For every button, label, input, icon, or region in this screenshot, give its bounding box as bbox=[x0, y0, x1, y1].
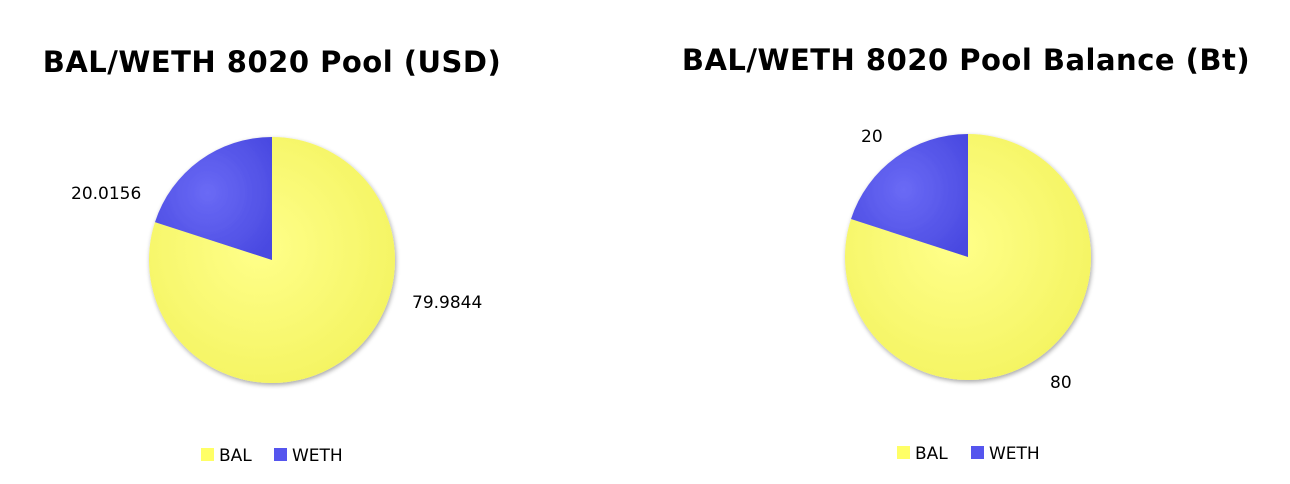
legend-usd: BAL WETH bbox=[201, 446, 343, 466]
legend-balance: BAL WETH bbox=[897, 444, 1040, 464]
data-label-usd-weth: 20.0156 bbox=[71, 184, 141, 204]
legend-swatch-bal bbox=[201, 448, 214, 461]
legend-swatch-bal bbox=[897, 446, 910, 459]
data-label-balance-bal: 80 bbox=[1050, 373, 1072, 393]
pie-chart-balance: BAL/WETH 8020 Pool Balance (Bt) 20 80 BA… bbox=[682, 43, 1250, 464]
legend-swatch-weth bbox=[274, 448, 287, 461]
legend-label-weth: WETH bbox=[292, 446, 343, 466]
legend-label-bal: BAL bbox=[915, 444, 948, 464]
pie-slice-bal bbox=[844, 134, 1091, 380]
chart-title-usd: BAL/WETH 8020 Pool (USD) bbox=[43, 45, 502, 79]
pie-slice-weth bbox=[154, 137, 272, 260]
data-label-balance-weth: 20 bbox=[861, 127, 883, 147]
legend-label-bal: BAL bbox=[219, 446, 252, 466]
pie-chart-usd: BAL/WETH 8020 Pool (USD) 20.0156 79.9844… bbox=[43, 45, 502, 466]
legend-swatch-weth bbox=[971, 446, 984, 459]
data-label-usd-bal: 79.9844 bbox=[412, 293, 482, 313]
pie-balance bbox=[844, 134, 1091, 380]
pie-slice-weth bbox=[851, 134, 968, 257]
pie-usd bbox=[148, 137, 395, 383]
chart-title-balance: BAL/WETH 8020 Pool Balance (Bt) bbox=[682, 43, 1250, 77]
legend-label-weth: WETH bbox=[989, 444, 1040, 464]
